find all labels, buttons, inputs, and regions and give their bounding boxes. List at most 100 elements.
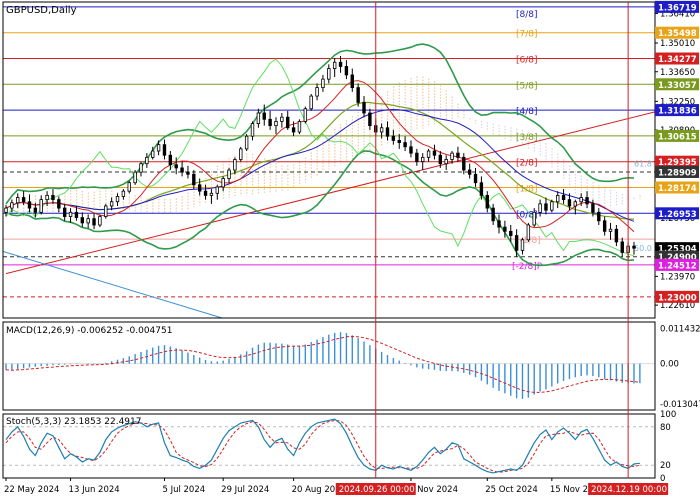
candle-body	[33, 207, 38, 213]
candle-body	[520, 239, 525, 251]
fib-label: 61.8	[634, 159, 652, 168]
candle-body	[215, 186, 219, 194]
candle-body	[391, 135, 396, 141]
date-tick-label: 15 Nov 2024	[550, 485, 604, 495]
candle-body	[203, 190, 208, 196]
price-tag-label: 1.25304	[658, 245, 697, 255]
candle-body	[350, 74, 354, 89]
price-tag-box	[655, 129, 699, 142]
candle-body	[268, 118, 272, 127]
murrey-label: [5/8]	[516, 81, 538, 91]
candle-body	[426, 150, 431, 158]
price-tag-box	[655, 26, 699, 39]
candle-body	[397, 140, 401, 143]
candle-body	[145, 156, 149, 165]
candle-body	[104, 205, 108, 217]
candle-body	[473, 173, 478, 184]
bollinger-lower	[5, 150, 635, 267]
date-highlight-label: 2024.12.19 00:00	[591, 485, 667, 495]
price-tag-box	[655, 165, 699, 178]
date-tick-label: 25 Oct 2024	[485, 485, 538, 495]
price-tick-label: 1.33650	[660, 68, 695, 78]
candle-body	[538, 203, 542, 213]
candle-body	[573, 201, 578, 207]
date-highlight-box	[335, 483, 416, 495]
candle-body	[444, 159, 448, 165]
candle-body	[16, 197, 20, 204]
candle-body	[92, 218, 96, 226]
candle-body	[591, 203, 595, 213]
date-tick-label: 4 Nov 2024	[409, 485, 458, 495]
candle-body	[614, 228, 619, 243]
candle-body	[403, 142, 407, 148]
candle-body	[415, 152, 419, 162]
macd-tick-label: -0.013047	[660, 400, 700, 410]
murrey-label: [2/8]	[516, 159, 538, 169]
candle-body	[544, 203, 548, 211]
stoch-tick-label: 0	[660, 474, 665, 484]
candle-body	[491, 207, 495, 222]
candle-body	[274, 121, 278, 127]
candle-body	[356, 87, 360, 103]
bollinger-upper	[5, 43, 635, 205]
candle-body	[526, 224, 531, 241]
trendline-red	[5, 111, 656, 275]
candle-body	[421, 156, 425, 162]
price-tag-label: 1.26953	[658, 210, 697, 220]
price-tag-box	[655, 52, 699, 65]
candle-body	[80, 217, 84, 224]
candle-body	[485, 195, 489, 209]
trendline-blue	[2, 250, 223, 319]
candle-body	[497, 220, 501, 228]
candle-body	[192, 173, 196, 186]
candle-body	[303, 108, 308, 122]
candle-body	[291, 127, 296, 133]
price-tag-label: 1.29395	[658, 158, 697, 168]
candle-body	[585, 197, 589, 205]
price-tag-label: 1.36719	[658, 3, 697, 13]
candle-body	[121, 190, 126, 197]
price-tag-label: 1.24900	[658, 253, 697, 263]
murrey-label: [3/8]	[516, 133, 538, 143]
panel-frame-2	[2, 413, 656, 479]
candle-body	[98, 216, 102, 226]
candle-body	[556, 195, 560, 203]
candle-body	[514, 235, 519, 251]
murrey-label: [0/8]	[516, 210, 538, 220]
candle-body	[39, 199, 43, 213]
date-tick-label: 5 Jul 2024	[162, 485, 205, 495]
stoch-panel	[3, 418, 655, 474]
price-tag-label: 1.34277	[658, 55, 697, 65]
price-tag-label: 1.23000	[658, 293, 697, 303]
date-tick-label: 13 Jun 2024	[69, 485, 120, 495]
candle-body	[297, 121, 302, 133]
murrey-label: [7/8]	[516, 30, 538, 40]
date-highlight-box	[588, 483, 669, 495]
candle-body	[561, 195, 566, 201]
candle-body	[432, 150, 437, 156]
candle-body	[139, 163, 143, 173]
fib-label: 50.0	[634, 244, 652, 253]
candle-body	[239, 148, 243, 160]
candle-body	[368, 112, 372, 127]
candle-body	[86, 218, 90, 224]
candle-body	[10, 202, 14, 209]
candle-body	[438, 154, 443, 165]
candle-body	[244, 135, 249, 150]
candle-body	[21, 197, 26, 203]
candle-body	[127, 182, 131, 192]
main-panel: [8/8][7/8][6/8][5/8][4/8][3/8][2/8][1/8]…	[2, 6, 656, 319]
candle-body	[286, 116, 290, 129]
price-tag-label: 1.33057	[658, 81, 697, 91]
murrey-label: [4/8]	[516, 107, 538, 117]
candle-body	[250, 123, 255, 137]
candle-body	[4, 207, 8, 213]
candle-body	[133, 171, 137, 184]
stoch-tick-label: 20	[660, 461, 671, 471]
stoch-signal-line	[5, 419, 641, 473]
stoch-tick-label: 80	[660, 423, 671, 433]
candle-body	[467, 169, 472, 175]
